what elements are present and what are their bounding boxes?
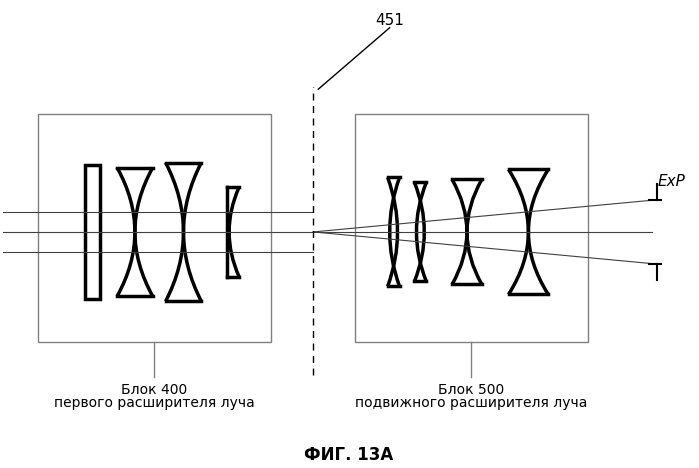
Text: Блок 400: Блок 400 — [121, 382, 187, 396]
Text: подвижного расширителя луча: подвижного расширителя луча — [355, 396, 588, 410]
Text: Блок 500: Блок 500 — [438, 382, 505, 396]
Text: ExP: ExP — [657, 175, 685, 190]
Bar — [85, 165, 100, 300]
Text: ФИГ. 13А: ФИГ. 13А — [304, 446, 394, 464]
Bar — [38, 114, 271, 342]
Text: первого расширителя луча: первого расширителя луча — [54, 396, 254, 410]
Bar — [355, 114, 588, 342]
Text: 451: 451 — [375, 13, 404, 28]
